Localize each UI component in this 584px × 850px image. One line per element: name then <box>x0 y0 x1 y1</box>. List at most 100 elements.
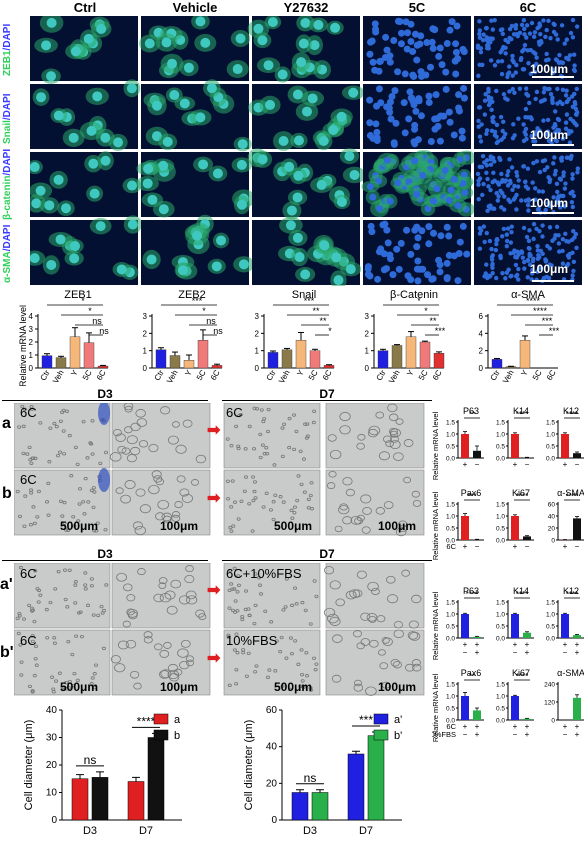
cell-nucleus <box>567 53 573 58</box>
cell-outline <box>263 609 268 613</box>
sign-label: + <box>463 460 468 469</box>
y-tick-label: 0 <box>255 364 260 373</box>
cell-nucleus <box>390 36 398 44</box>
cell-outline <box>232 587 237 591</box>
cell-nucleus <box>559 23 565 28</box>
blue-mark <box>98 468 110 492</box>
small-chart: K12 0.0 0.5 1.0 1.5 **** + − <box>546 406 584 469</box>
scale-100: 100μm <box>378 680 417 694</box>
x-tick-label: 5C <box>195 368 208 382</box>
cell-outline <box>135 409 146 418</box>
cell-outline <box>74 634 79 638</box>
cell-outline <box>160 406 171 415</box>
phase-images-ab-prime <box>14 563 425 696</box>
chart-title: α-SMA <box>557 668 584 678</box>
cell-outline <box>94 529 99 533</box>
cell-outline <box>34 663 39 667</box>
cell-nucleus <box>489 107 494 113</box>
cell-nucleus <box>552 22 557 27</box>
cell-nucleus <box>428 38 436 46</box>
y-tick-label: 1 <box>143 347 148 356</box>
cell-nucleus <box>494 88 499 94</box>
scale-bar-label: 100μm <box>530 262 569 276</box>
cell-outline <box>121 447 131 455</box>
cell-nucleus <box>53 110 64 121</box>
cell-nucleus <box>539 40 544 45</box>
cell-nucleus <box>490 261 495 267</box>
bar <box>419 341 431 369</box>
cell-nucleus <box>490 271 495 276</box>
arrow-icon: ➡ <box>207 490 221 507</box>
cell-nucleus <box>390 140 398 148</box>
sign-label: + <box>475 722 480 731</box>
cell-nucleus <box>216 235 227 246</box>
cell-nucleus <box>445 108 453 116</box>
cell-nucleus <box>381 220 389 228</box>
sig-label: **** <box>466 590 478 599</box>
cell-outline <box>61 429 66 433</box>
cell-outline <box>252 621 257 626</box>
cell-nucleus <box>313 19 324 30</box>
cell-outline <box>35 515 40 519</box>
cell-nucleus <box>414 234 422 242</box>
cell-nucleus <box>484 262 489 267</box>
cell-nucleus <box>540 223 545 228</box>
cell-nucleus <box>524 234 530 240</box>
cell-nucleus <box>503 96 508 101</box>
cell-outline <box>89 577 94 581</box>
cell-nucleus <box>569 129 574 134</box>
y-tick-label: 0.5 <box>496 444 505 451</box>
cell-outline <box>329 449 342 460</box>
chart-title: Pax6 <box>461 668 482 678</box>
cell-nucleus <box>547 225 553 230</box>
y-tick-label: 60 <box>266 705 278 716</box>
cell-outline <box>79 634 84 639</box>
cell-nucleus <box>550 95 555 101</box>
cell-nucleus <box>44 200 55 211</box>
cell-outline <box>280 426 285 430</box>
cell-nucleus <box>515 184 521 189</box>
bar <box>309 350 321 369</box>
cell-outline <box>241 650 246 655</box>
cell-nucleus <box>480 62 485 68</box>
cell-outline <box>353 683 364 692</box>
cell-outline <box>123 583 133 592</box>
image-background <box>325 469 425 536</box>
bar <box>561 434 569 458</box>
cell-outline <box>287 416 292 421</box>
cell-outline <box>46 513 51 517</box>
cell-nucleus <box>485 176 490 182</box>
cell-nucleus <box>570 172 575 177</box>
cell-nucleus <box>212 168 223 179</box>
cell-outline <box>124 480 136 490</box>
cell-nucleus <box>442 68 450 76</box>
cell-nucleus <box>499 205 504 210</box>
cell-outline <box>98 461 103 466</box>
cell-nucleus <box>348 87 359 98</box>
cell-nucleus <box>510 86 516 92</box>
cell-outline <box>314 662 319 666</box>
label-6c: 6C <box>20 472 37 487</box>
cell-nucleus <box>425 92 433 100</box>
cell-nucleus <box>571 52 577 57</box>
cell-nucleus <box>442 85 450 93</box>
cell-outline <box>393 629 404 639</box>
d3-heading: D3 <box>97 387 113 401</box>
cell-outline <box>389 440 401 450</box>
cell-nucleus <box>86 125 97 136</box>
cell-nucleus <box>554 181 560 187</box>
cell-nucleus <box>477 35 483 40</box>
cell-nucleus <box>553 57 559 62</box>
cell-outline <box>92 528 97 533</box>
cell-nucleus <box>307 93 318 104</box>
cell-outline <box>375 507 385 515</box>
cell-nucleus <box>383 226 391 234</box>
cell-outline <box>367 428 379 438</box>
cell-nucleus <box>547 86 552 92</box>
cell-nucleus <box>427 63 435 71</box>
cell-nucleus <box>561 193 566 199</box>
cell-nucleus <box>477 231 483 236</box>
bar <box>561 614 569 638</box>
